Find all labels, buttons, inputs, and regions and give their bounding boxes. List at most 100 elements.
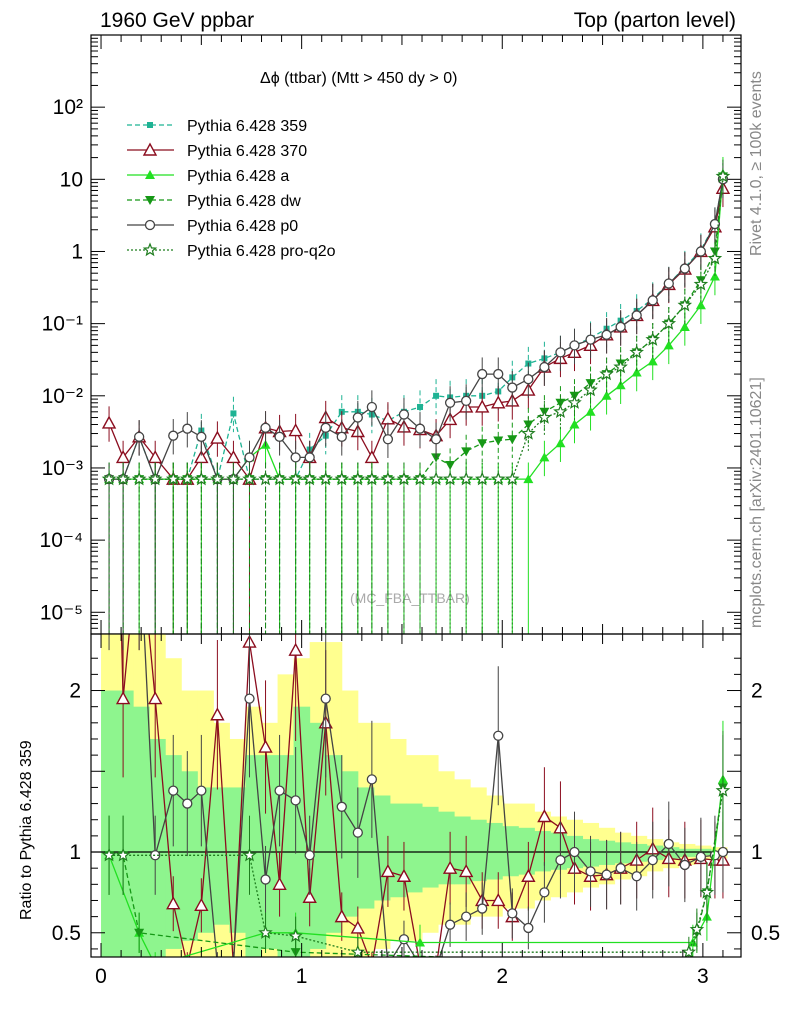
ratio-data-point [521,868,536,882]
ratio-data-point [432,964,441,973]
data-point [364,449,380,464]
ratio-data-point [304,850,315,861]
data-point [553,404,568,419]
data-point [645,331,660,346]
data-point [274,431,285,442]
data-point [583,382,598,397]
data-point [490,471,506,486]
data-point [707,250,723,265]
data-point [318,471,333,486]
ratio-data-point [274,785,285,796]
ratio-series-group [101,634,731,973]
data-point [302,471,317,486]
data-point [521,425,536,440]
header-right-title: Top (parton level) [573,9,736,32]
x-tick-label: 0 [95,965,107,988]
ratio-data-point [115,847,131,862]
uncertainty-band-green [422,806,439,888]
ratio-data-point [258,925,273,939]
ratio-data-point [416,961,425,970]
ratio-data-point [336,801,347,812]
ratio-data-point [334,909,349,923]
ratio-data-point [244,693,255,704]
data-point [493,368,504,380]
ratio-data-point [396,868,412,882]
data-point [445,460,456,470]
legend-label: Pythia 6.428 370 [187,143,307,160]
ratio-data-point [415,937,426,947]
data-point [613,359,628,374]
ratio-data-point [148,691,163,705]
ratio-data-point [196,785,207,796]
ratio-data-point [229,961,238,970]
data-point [196,431,207,442]
data-point [336,431,347,442]
ratio-data-point [631,871,642,882]
x-tick-label: 1 [296,965,308,988]
ratio-data-point [115,691,131,705]
data-point [693,276,709,291]
data-point [537,409,552,424]
data-point [244,452,255,463]
data-point [679,321,690,331]
data-point [350,471,366,486]
ratio-data-point [684,961,694,970]
data-point [695,246,707,257]
data-point [599,366,614,381]
uncertainty-band-green [309,722,327,949]
ratio-data-point [414,959,426,970]
ratio-data-point [182,798,193,809]
ratio-data-point [461,911,472,922]
data-point [133,431,145,442]
data-point [507,435,518,445]
data-point [663,278,674,289]
ratio-data-point [213,961,222,970]
data-point [101,471,117,486]
data-point [260,422,271,433]
main-series-group [101,156,731,634]
data-point [320,422,331,433]
data-point [569,340,580,351]
data-point [131,471,147,486]
y-tick-label: 10⁻² [42,385,83,408]
legend-label: Pythia 6.428 p0 [187,218,298,235]
ratio-frame [90,633,742,958]
ratio-data-point [194,897,209,912]
ratio-data-point [134,928,145,938]
ratio-data-point [647,854,658,866]
ratio-data-point [181,959,193,970]
ratio-data-point [679,859,690,871]
data-point [210,430,225,444]
ratio-data-point [615,863,626,874]
data-point [695,300,706,310]
ratio-data-point [699,884,715,899]
ratio-data-point [380,863,396,878]
data-point [555,438,566,448]
data-point [226,449,241,464]
y-tick-label: 10⁻¹ [42,313,83,336]
ratio-data-point [601,869,612,880]
data-point [428,471,444,486]
data-point [444,397,456,408]
data-point [474,471,490,486]
data-point [272,471,287,486]
ratio-y-tick-label-right: 0.5 [751,922,780,945]
ratio-data-point [507,908,518,919]
data-point [433,392,440,399]
legend-marker [147,122,153,128]
series-line [109,176,724,480]
ratio-data-point [258,739,273,753]
data-point [461,395,472,407]
uncertainty-band-green [405,803,423,893]
data-point [148,449,163,464]
ratio-data-point [444,919,456,930]
data-point [242,471,257,486]
ratio-data-point [101,847,117,862]
ratio-data-point [585,866,596,877]
data-point [715,168,731,183]
ratio-data-point [493,730,504,741]
uncertainty-band-green [518,827,535,875]
data-point [461,447,472,457]
ratio-data-point [366,959,378,970]
ratio-data-point [302,889,317,903]
